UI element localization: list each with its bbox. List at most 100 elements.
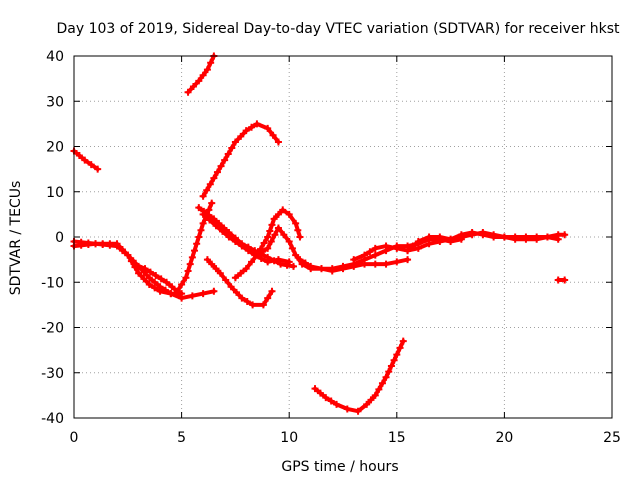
data-point xyxy=(274,210,282,218)
data-point xyxy=(203,186,211,194)
data-point xyxy=(231,238,239,246)
y-tick-label: 30 xyxy=(46,94,64,110)
data-series-arc3 xyxy=(199,120,282,200)
data-point xyxy=(361,251,369,259)
data-point xyxy=(195,204,203,212)
data-point xyxy=(390,356,398,364)
data-point xyxy=(292,251,300,259)
data-point xyxy=(186,260,194,268)
data-point xyxy=(382,260,390,268)
data-point xyxy=(280,231,288,239)
data-point xyxy=(140,275,148,283)
data-point xyxy=(210,174,218,182)
data-point xyxy=(199,192,207,200)
data-point xyxy=(296,233,304,241)
data-point xyxy=(84,241,92,249)
data-point xyxy=(130,260,138,268)
data-series-arc5 xyxy=(70,240,186,298)
data-point xyxy=(106,240,114,248)
data-series-arc7 xyxy=(203,256,276,309)
data-point xyxy=(99,240,107,248)
data-point xyxy=(157,275,165,283)
data-point xyxy=(145,274,153,282)
chart-title: Day 103 of 2019, Sidereal Day-to-day VTE… xyxy=(57,21,620,37)
data-point xyxy=(533,235,541,243)
data-point xyxy=(393,258,401,266)
data-point xyxy=(199,290,207,298)
data-point xyxy=(216,269,224,277)
data-point xyxy=(188,253,196,261)
data-point xyxy=(274,224,282,232)
data-point xyxy=(264,258,272,266)
data-point xyxy=(285,238,293,246)
data-point xyxy=(327,397,335,405)
data-point xyxy=(178,290,186,298)
data-point xyxy=(267,238,275,246)
data-point xyxy=(81,156,89,164)
data-point xyxy=(199,71,207,79)
data-point xyxy=(141,265,149,273)
data-point xyxy=(371,260,379,268)
data-point xyxy=(554,235,562,243)
data-point xyxy=(257,254,265,262)
data-point xyxy=(393,351,401,359)
data-point xyxy=(156,287,164,295)
data-series-arc6 xyxy=(130,199,216,295)
data-point xyxy=(189,83,197,91)
data-point xyxy=(350,256,358,264)
data-point xyxy=(221,156,229,164)
data-point xyxy=(543,233,551,241)
data-point xyxy=(399,337,407,345)
data-point xyxy=(232,288,240,296)
data-point xyxy=(317,265,325,273)
data-point xyxy=(243,297,251,305)
data-point xyxy=(378,379,386,387)
data-point xyxy=(274,138,282,146)
data-point xyxy=(343,405,351,413)
data-point xyxy=(285,210,293,218)
data-point xyxy=(554,276,562,284)
data-point xyxy=(269,131,277,139)
data-point xyxy=(248,123,256,131)
data-point xyxy=(227,283,235,291)
data-point xyxy=(253,251,261,259)
data-point xyxy=(242,265,250,273)
data-point xyxy=(237,269,245,277)
data-point xyxy=(199,219,207,227)
data-series-arc16 xyxy=(311,337,407,415)
data-point xyxy=(94,165,102,173)
data-point xyxy=(522,235,530,243)
data-point xyxy=(152,271,160,279)
y-axis-label: SDTVAR / TECUs xyxy=(8,181,24,296)
data-series-arc12 xyxy=(296,256,412,275)
data-point xyxy=(228,144,236,152)
data-point xyxy=(500,233,508,241)
x-tick-label: 0 xyxy=(70,430,79,446)
data-point xyxy=(259,301,267,309)
data-point xyxy=(268,221,276,229)
data-point xyxy=(184,88,192,96)
data-point xyxy=(414,238,422,246)
data-point xyxy=(301,259,309,267)
data-point xyxy=(382,242,390,250)
data-trace xyxy=(72,241,184,296)
data-point xyxy=(270,215,278,223)
data-point xyxy=(436,233,444,241)
data-point xyxy=(260,239,268,247)
data-point xyxy=(203,66,211,74)
data-series-arc9 xyxy=(199,210,293,266)
data-point xyxy=(382,373,390,381)
y-tick-label: 10 xyxy=(46,185,64,201)
data-point xyxy=(135,269,143,277)
data-point xyxy=(387,362,395,370)
data-point xyxy=(146,268,154,276)
data-point xyxy=(490,233,498,241)
data-point xyxy=(212,222,220,230)
data-series-arc1 xyxy=(70,147,102,173)
data-point xyxy=(197,226,205,234)
data-point xyxy=(292,219,300,227)
data-point xyxy=(222,276,230,284)
data-point xyxy=(339,265,347,273)
data-point xyxy=(178,281,186,289)
data-point xyxy=(195,233,203,241)
